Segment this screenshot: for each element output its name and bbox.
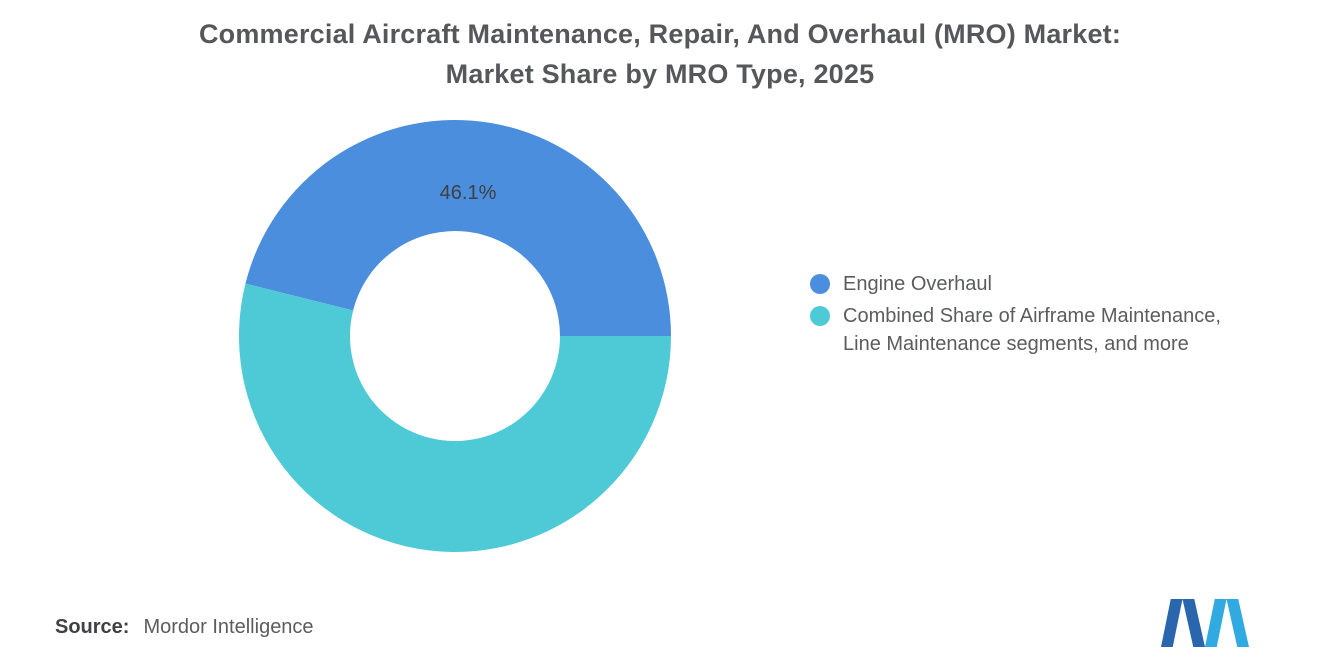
source-value: Mordor Intelligence bbox=[143, 616, 314, 638]
logo-stroke bbox=[1226, 599, 1249, 647]
legend-item-engine-overhaul[interactable]: Engine Overhaul bbox=[810, 270, 1221, 298]
donut-chart: 46.1% bbox=[238, 119, 671, 552]
slice-data-label: 46.1% bbox=[440, 182, 497, 204]
chart-title: Commercial Aircraft Maintenance, Repair,… bbox=[0, 14, 1320, 94]
logo-stroke bbox=[1182, 599, 1205, 647]
source-attribution: Source: Mordor Intelligence bbox=[55, 614, 314, 640]
legend-label-line: Combined Share of Airframe Maintenance, bbox=[843, 305, 1221, 327]
legend-item-combined-share[interactable]: Combined Share of Airframe Maintenance, … bbox=[810, 302, 1221, 358]
donut-slice-0[interactable] bbox=[245, 119, 671, 336]
mordor-intelligence-logo bbox=[1161, 599, 1249, 647]
donut-slice-1[interactable] bbox=[238, 283, 671, 552]
logo-stroke bbox=[1161, 599, 1183, 647]
legend-swatch-icon bbox=[810, 274, 830, 294]
chart-title-line2: Market Share by MRO Type, 2025 bbox=[445, 59, 875, 89]
legend-label-line: Line Maintenance segments, and more bbox=[843, 333, 1189, 355]
logo-stroke bbox=[1205, 599, 1227, 647]
legend-label-engine-overhaul: Engine Overhaul bbox=[843, 270, 992, 298]
chart-title-line1: Commercial Aircraft Maintenance, Repair,… bbox=[198, 19, 1122, 49]
legend-swatch-icon bbox=[810, 306, 830, 326]
chart-legend: Engine Overhaul Combined Share of Airfra… bbox=[810, 270, 1221, 358]
legend-label-combined-share: Combined Share of Airframe Maintenance, … bbox=[843, 302, 1221, 358]
source-label: Source: bbox=[55, 616, 130, 638]
legend-label-line: Engine Overhaul bbox=[843, 273, 992, 295]
